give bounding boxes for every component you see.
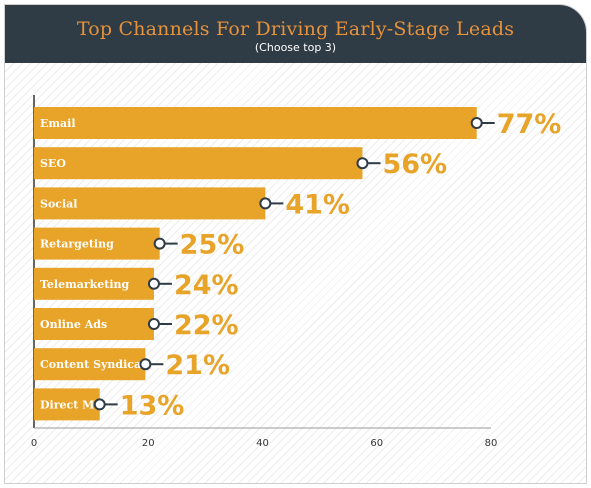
value-connector-dot: [147, 277, 160, 290]
bar-social: [34, 187, 266, 220]
data-label: 21%: [165, 350, 230, 381]
category-label: Online Ads: [40, 318, 107, 331]
category-label: Content Syndication: [40, 358, 166, 371]
x-tick-label: 40: [256, 438, 269, 449]
data-label: 13%: [120, 390, 185, 421]
value-connector-dot: [93, 398, 106, 411]
x-tick-label: 0: [31, 438, 37, 449]
category-label: Email: [40, 117, 76, 130]
data-label: 77%: [497, 109, 562, 140]
data-label: 25%: [180, 230, 245, 261]
data-label: 56%: [382, 149, 447, 180]
data-label: 41%: [285, 189, 350, 220]
chart-title: Top Channels For Driving Early-Stage Lea…: [76, 18, 515, 40]
value-connector-dot: [470, 117, 483, 129]
value-connector-dot: [147, 318, 160, 330]
chart-header: Top Channels For Driving Early-Stage Lea…: [5, 5, 586, 63]
data-label: 22%: [174, 310, 239, 341]
bar-telemarketing: [34, 267, 154, 300]
value-connector-dot: [356, 157, 369, 170]
value-connector-dot: [153, 237, 166, 250]
x-tick-label: 60: [370, 438, 383, 449]
bar-seo: [34, 147, 363, 180]
x-tick-label: 20: [142, 438, 155, 449]
category-label: Social: [40, 197, 77, 210]
bar-direct-mail: [34, 388, 100, 421]
bar-retargeting: [34, 227, 160, 260]
data-label: 24%: [174, 270, 239, 301]
category-label: Direct Mail: [40, 398, 110, 411]
x-tick-label: 80: [485, 438, 498, 449]
category-label: Telemarketing: [40, 278, 130, 291]
category-label: SEO: [40, 157, 66, 170]
value-connector-dot: [259, 197, 272, 210]
chart-subtitle: (Choose top 3): [254, 41, 337, 54]
bar-email: [34, 107, 477, 139]
value-connector-dot: [139, 358, 152, 371]
bar-online-ads: [34, 308, 154, 340]
category-label: Retargeting: [40, 238, 114, 251]
chart-card: Top Channels For Driving Early-Stage Lea…: [4, 4, 587, 484]
bar-content-syndication: [34, 348, 146, 381]
